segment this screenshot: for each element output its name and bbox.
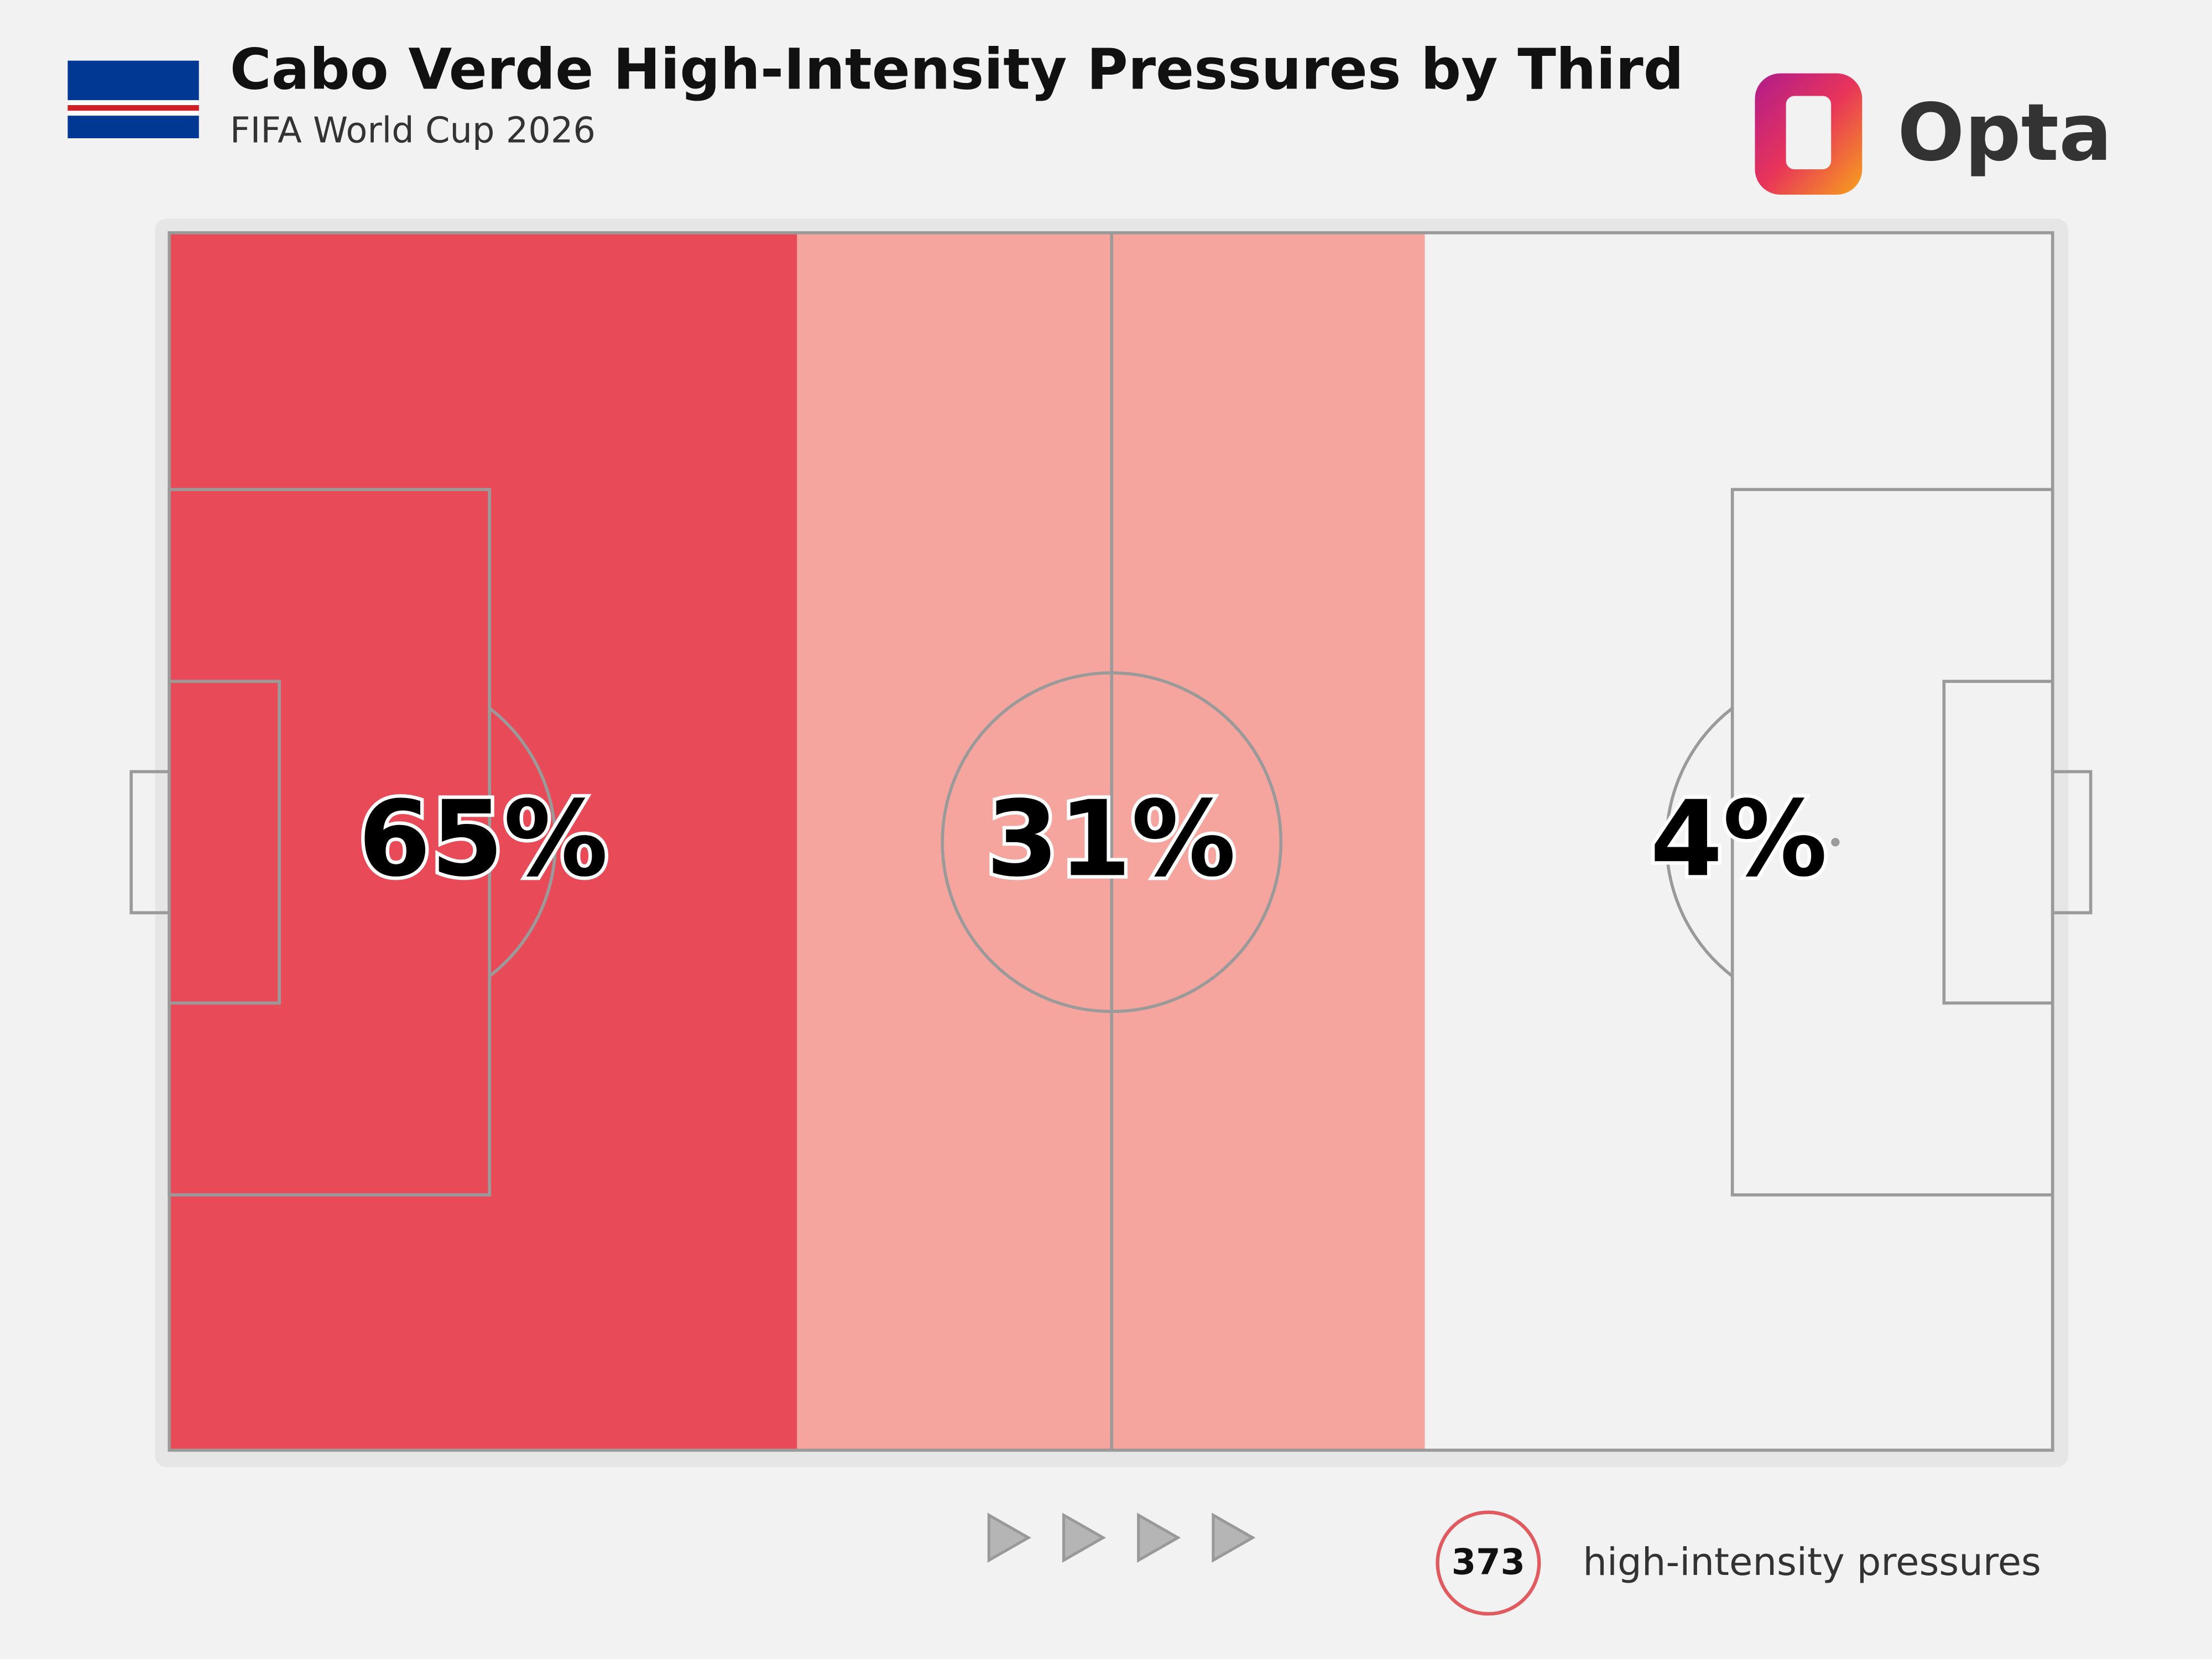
value-label: 65% <box>358 778 608 900</box>
logo-text: Opta <box>1897 86 2112 179</box>
third-zone <box>169 232 797 1451</box>
title: Cabo Verde High-Intensity Pressures by T… <box>230 36 1684 102</box>
arrows <box>987 1512 1256 1563</box>
total-circle <box>1436 1510 1541 1616</box>
pitch-lines <box>129 231 2093 1452</box>
third-zone <box>1425 232 2053 1451</box>
value-label: 31% <box>986 778 1236 900</box>
subtitle: FIFA World Cup 2026 <box>230 110 596 151</box>
flag <box>67 60 199 138</box>
logo-icon <box>1755 73 1863 195</box>
total-label: high-intensity pressures <box>1583 1540 2041 1584</box>
value-label: 4% <box>1650 778 1827 900</box>
total-value: 373 <box>1452 1542 1525 1583</box>
